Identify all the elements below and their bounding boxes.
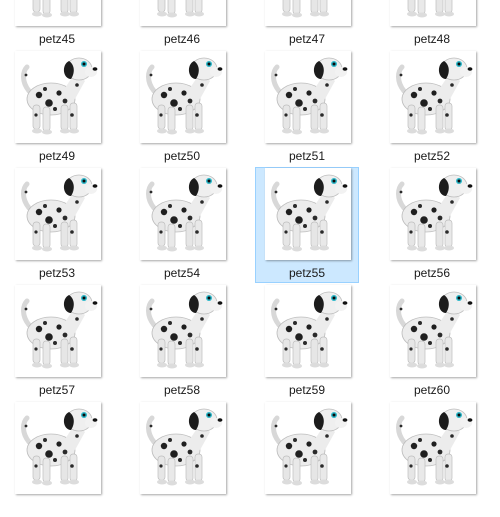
- file-name-label: petz57: [38, 383, 76, 397]
- file-name-label: petz53: [38, 266, 76, 280]
- file-name-label: petz46: [163, 32, 201, 46]
- dalmatian-thumbnail-icon: [265, 168, 351, 260]
- file-item[interactable]: petz54: [130, 167, 234, 283]
- dalmatian-thumbnail-icon: [265, 0, 351, 26]
- file-name-label: petz54: [163, 266, 201, 280]
- dalmatian-thumbnail-icon: [390, 0, 476, 26]
- dalmatian-thumbnail-icon: [15, 0, 101, 26]
- dalmatian-thumbnail-icon: [15, 285, 101, 377]
- file-name-label: petz60: [413, 383, 451, 397]
- dalmatian-thumbnail-icon: [15, 168, 101, 260]
- file-name-label: petz56: [413, 266, 451, 280]
- file-item[interactable]: petz60: [380, 284, 484, 400]
- file-name-label: petz52: [413, 149, 451, 163]
- file-item[interactable]: [255, 401, 359, 517]
- file-name-label: petz58: [163, 383, 201, 397]
- file-item[interactable]: [5, 401, 109, 517]
- file-item[interactable]: petz48: [380, 0, 484, 49]
- file-item[interactable]: petz52: [380, 50, 484, 166]
- file-name-label: petz48: [413, 32, 451, 46]
- dalmatian-thumbnail-icon: [390, 168, 476, 260]
- dalmatian-thumbnail-icon: [140, 285, 226, 377]
- dalmatian-thumbnail-icon: [265, 402, 351, 494]
- dalmatian-thumbnail-icon: [390, 402, 476, 494]
- file-item[interactable]: petz45: [5, 0, 109, 49]
- dalmatian-thumbnail-icon: [15, 51, 101, 143]
- file-item[interactable]: petz49: [5, 50, 109, 166]
- file-name-label: petz49: [38, 149, 76, 163]
- file-item[interactable]: petz55: [255, 167, 359, 283]
- dalmatian-thumbnail-icon: [265, 51, 351, 143]
- dalmatian-thumbnail-icon: [140, 168, 226, 260]
- dalmatian-thumbnail-icon: [15, 402, 101, 494]
- dalmatian-thumbnail-icon: [140, 51, 226, 143]
- dalmatian-thumbnail-icon: [140, 402, 226, 494]
- file-item[interactable]: [380, 401, 484, 517]
- file-item[interactable]: petz58: [130, 284, 234, 400]
- file-item[interactable]: petz56: [380, 167, 484, 283]
- file-name-label: petz47: [288, 32, 326, 46]
- file-item[interactable]: petz46: [130, 0, 234, 49]
- file-name-label: petz55: [288, 266, 326, 280]
- file-grid: petz45: [5, 0, 484, 486]
- file-name-label: petz59: [288, 383, 326, 397]
- file-item[interactable]: petz50: [130, 50, 234, 166]
- file-item[interactable]: petz53: [5, 167, 109, 283]
- file-item[interactable]: petz51: [255, 50, 359, 166]
- dalmatian-thumbnail-icon: [390, 51, 476, 143]
- file-item[interactable]: petz59: [255, 284, 359, 400]
- file-name-label: petz45: [38, 32, 76, 46]
- file-item[interactable]: petz47: [255, 0, 359, 49]
- dalmatian-thumbnail-icon: [390, 285, 476, 377]
- file-name-label: petz50: [163, 149, 201, 163]
- file-item[interactable]: petz57: [5, 284, 109, 400]
- dalmatian-thumbnail-icon: [140, 0, 226, 26]
- file-item[interactable]: [130, 401, 234, 517]
- file-name-label: petz51: [288, 149, 326, 163]
- dalmatian-thumbnail-icon: [265, 285, 351, 377]
